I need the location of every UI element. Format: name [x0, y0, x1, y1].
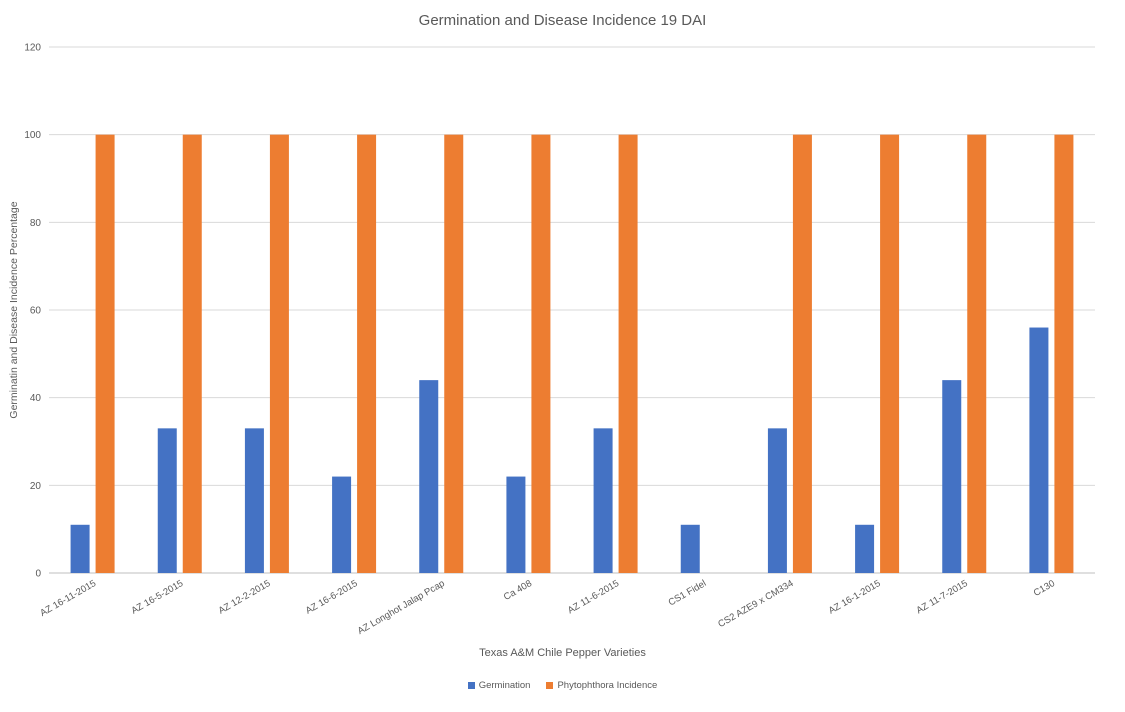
bar-phytophthora	[618, 134, 638, 573]
bar-phytophthora	[269, 134, 289, 573]
legend-swatch-phytophthora	[546, 682, 554, 689]
bar-germination	[419, 380, 439, 573]
bar-phytophthora	[444, 134, 464, 573]
x-tick-label: AZ 16-6-2015	[304, 578, 360, 617]
chart-title: Germination and Disease Incidence 19 DAI	[418, 12, 707, 29]
bar-phytophthora	[182, 134, 202, 573]
bar-germination	[680, 524, 700, 573]
bar-germination	[855, 524, 875, 573]
bar-phytophthora	[792, 134, 812, 573]
legend-label-phytophthora: Phytophthora Incidence	[557, 680, 658, 691]
y-axis-title: Germinatin and Disease Incidence Percent…	[8, 201, 20, 419]
legend-swatch-germination	[467, 682, 475, 689]
bars	[70, 134, 1074, 573]
legend-item-phytophthora: Phytophthora Incidence	[546, 680, 657, 691]
x-tick-label: CS2 AZE9 x CM334	[716, 578, 795, 630]
bar-phytophthora	[357, 134, 377, 573]
bar-germination	[332, 476, 352, 573]
x-tick-label: AZ 11-7-2015	[915, 578, 970, 616]
bar-phytophthora	[531, 134, 551, 573]
y-tick-label: 80	[30, 218, 42, 229]
x-tick-label: AZ 11-6-2015	[566, 578, 621, 616]
bar-germination	[70, 524, 90, 573]
legend-item-germination: Germination	[467, 680, 531, 691]
x-tick-label: AZ 16-5-2015	[129, 578, 185, 617]
bar-germination	[942, 380, 962, 573]
x-tick-label: AZ 16-11-2015	[38, 578, 98, 619]
bar-germination	[593, 428, 613, 573]
y-tick-label: 20	[30, 481, 42, 492]
y-tick-label: 40	[30, 393, 42, 404]
y-tick-label: 60	[30, 306, 42, 317]
gridlines	[49, 46, 1095, 574]
bar-germination	[767, 428, 787, 573]
legend-label-germination: Germination	[478, 680, 531, 691]
bar-germination	[1029, 327, 1049, 573]
x-tick-labels: AZ 16-11-2015 AZ 16-5-2015 AZ 12-2-2015 AZ …	[38, 578, 1057, 637]
legend: Germination Phytophthora Incidence	[0, 680, 1125, 691]
x-axis-title: Texas A&M Chile Pepper Varieties	[479, 647, 646, 659]
y-tick-label: 120	[24, 43, 41, 54]
bar-germination	[506, 476, 526, 573]
bar-phytophthora	[95, 134, 115, 573]
y-tick-label: 0	[35, 569, 41, 580]
x-tick-label: AZ 16-1-2015	[827, 578, 883, 617]
y-tick-label: 100	[24, 130, 41, 141]
x-tick-label: C130	[1032, 578, 1057, 599]
y-tick-labels: 0 20 40 60 80 100 120	[24, 43, 41, 580]
bar-phytophthora	[880, 134, 900, 573]
bar-germination	[244, 428, 264, 573]
bar-phytophthora	[1054, 134, 1074, 573]
x-tick-label: CS1 Fidel	[667, 578, 709, 608]
bar-phytophthora	[967, 134, 987, 573]
x-tick-label: AZ 12-2-2015	[217, 578, 273, 617]
x-tick-label: Ca 408	[502, 578, 534, 603]
x-tick-label: AZ Longhot Jalap Pcap	[356, 578, 447, 637]
bar-germination	[157, 428, 177, 573]
